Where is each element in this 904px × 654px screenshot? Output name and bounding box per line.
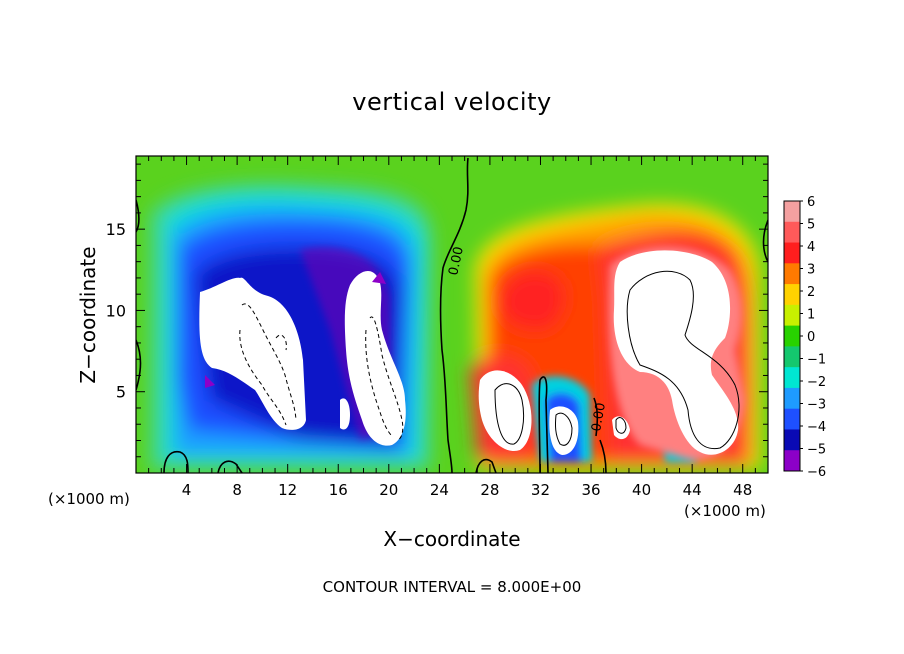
velocity-field: [136, 156, 768, 473]
colorbar-swatch: [784, 367, 800, 389]
x-tick-label: 16: [329, 481, 348, 499]
x-tick-label: 28: [480, 481, 499, 499]
colorbar-swatch: [784, 201, 800, 223]
colorbar-swatch: [784, 304, 800, 327]
colorbar-swatch: [784, 325, 800, 347]
x-tick-label: 44: [683, 481, 702, 499]
colorbar-label: 3: [807, 263, 815, 278]
colorbar-label: 6: [807, 195, 815, 210]
y-tick-label: 5: [116, 383, 126, 402]
chart-title: vertical velocity: [352, 88, 552, 116]
x-tick-label: 8: [232, 481, 242, 499]
x-tick-label: 48: [733, 481, 752, 499]
colorbar-label: 5: [807, 218, 815, 233]
colorbar-label: 2: [807, 285, 815, 300]
colorbar-swatch: [784, 387, 800, 410]
colorbar-label: −5: [807, 443, 826, 458]
colorbar-swatch: [784, 242, 800, 264]
contour-label-2: 0.00: [589, 402, 609, 433]
x-tick-label: 36: [581, 481, 600, 499]
colorbar-swatch: [784, 429, 800, 451]
colorbar-swatch: [784, 263, 800, 285]
contour-lines: [136, 157, 768, 473]
x-tick-label: 24: [430, 481, 449, 499]
colorbar-label: −4: [807, 420, 826, 435]
colorbar-label: −3: [807, 398, 826, 413]
colorbar-swatch: [784, 221, 800, 244]
colorbar-swatch: [784, 284, 800, 306]
x-tick-label: 12: [278, 481, 297, 499]
x-tick-label: 40: [632, 481, 651, 499]
colorbar-label: −6: [807, 465, 826, 480]
colorbar-swatch: [784, 408, 800, 430]
x-unit-label-left: (×1000 m): [48, 490, 130, 508]
colorbar: 6 5 4 3 2 1 0 −1 −2 −3 −4 −5 −6: [783, 195, 826, 480]
contour-negative: [239, 303, 404, 441]
colorbar-swatch: [784, 450, 800, 472]
contour-positive: [494, 270, 740, 450]
colorbar-label: 4: [807, 240, 815, 255]
y-tick-label: 15: [106, 220, 126, 239]
x-tick-label: 32: [531, 481, 550, 499]
x-tick-label: 20: [379, 481, 398, 499]
y-tick-label: 10: [106, 301, 126, 320]
colorbar-swatch: [784, 346, 800, 368]
contour-label: 0.00: [446, 245, 467, 276]
colorbar-label: −2: [807, 375, 826, 390]
colorbar-label: 0: [807, 330, 815, 345]
x-axis-label: X−coordinate: [383, 527, 521, 551]
y-axis: 5 10 15: [106, 163, 768, 458]
x-unit-label-right: (×1000 m): [684, 502, 766, 520]
contour-interval-note: CONTOUR INTERVAL = 8.000E+00: [322, 578, 582, 596]
x-axis: 4 8 12 16 20 24 28 32 36 40 44 48: [148, 156, 756, 499]
colorbar-label: −1: [807, 353, 826, 368]
x-tick-label: 4: [182, 481, 192, 499]
y-axis-label: Z−coordinate: [76, 246, 100, 384]
colorbar-label: 1: [807, 308, 815, 323]
